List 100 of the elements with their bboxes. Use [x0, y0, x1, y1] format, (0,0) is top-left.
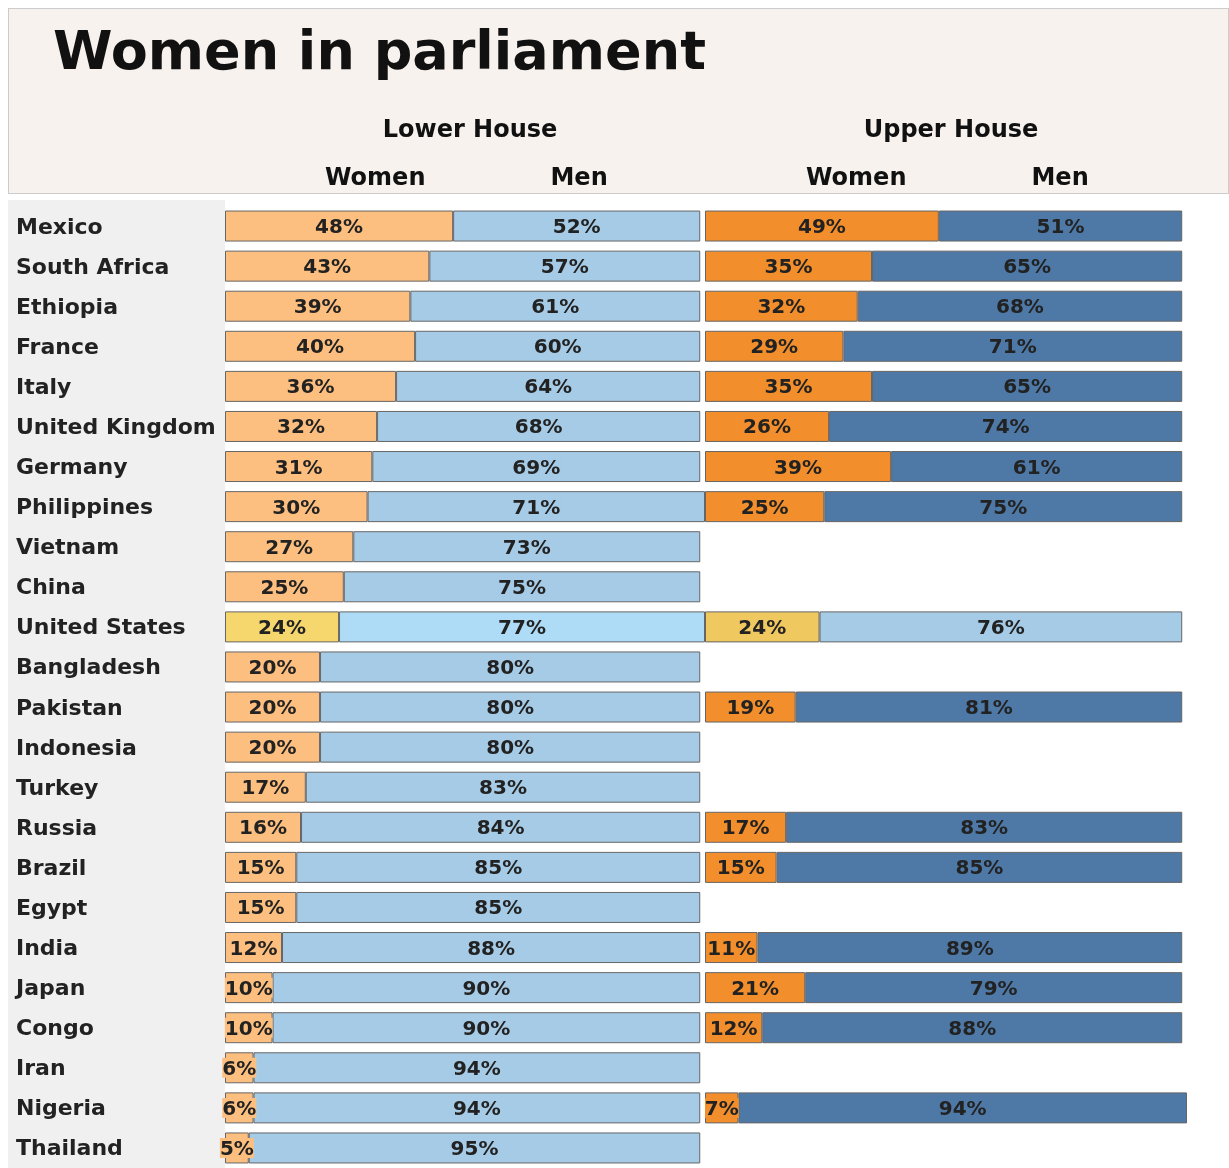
data-label: 73% — [502, 534, 551, 559]
y-tick-label: Russia — [16, 814, 98, 840]
chart-title: Women in parliament — [53, 18, 706, 82]
y-tick-label: Indonesia — [16, 734, 137, 760]
y-tick-label: Iran — [16, 1055, 66, 1081]
data-label: 16% — [239, 815, 287, 840]
data-label: 80% — [486, 654, 535, 679]
y-tick-label: South Africa — [16, 253, 170, 279]
data-label: 15% — [236, 855, 285, 880]
series-label: Men — [550, 163, 608, 191]
data-label: 52% — [552, 214, 601, 239]
data-label: 83% — [960, 815, 1009, 840]
data-label: 74% — [981, 414, 1030, 439]
data-label: 11% — [707, 935, 756, 960]
data-label: 20% — [248, 735, 297, 760]
data-label: 20% — [248, 654, 297, 679]
data-label: 94% — [938, 1095, 987, 1120]
y-tick-label: China — [16, 574, 86, 600]
y-tick-label: Congo — [16, 1015, 94, 1041]
data-label: 71% — [988, 334, 1037, 359]
data-label: 24% — [258, 614, 306, 639]
data-label: 40% — [296, 334, 344, 359]
data-label: 20% — [248, 695, 297, 720]
data-label: 30% — [272, 494, 321, 519]
data-label: 21% — [731, 975, 780, 1000]
chart-subtitle: Lower House — [382, 115, 558, 143]
data-label: 64% — [524, 374, 573, 399]
data-label: 32% — [757, 294, 806, 319]
data-label: 26% — [743, 414, 791, 439]
y-tick-label: Vietnam — [16, 534, 120, 560]
data-label: 24% — [738, 614, 787, 639]
data-label: 48% — [315, 214, 363, 239]
data-label: 35% — [764, 374, 813, 399]
data-label: 85% — [955, 855, 1004, 880]
data-label: 68% — [514, 414, 563, 439]
y-tick-label: Egypt — [16, 894, 88, 920]
data-label: 19% — [726, 695, 775, 720]
data-label: 94% — [452, 1055, 501, 1080]
data-label: 15% — [236, 895, 285, 920]
data-label: 95% — [450, 1135, 499, 1160]
data-label: 35% — [764, 254, 813, 279]
data-label: 80% — [486, 695, 535, 720]
data-label: 15% — [716, 855, 765, 880]
data-label: 60% — [533, 334, 582, 359]
y-tick-label: India — [16, 935, 78, 961]
y-tick-label: Pakistan — [16, 694, 123, 720]
data-label: 65% — [1003, 374, 1052, 399]
y-tick-label: Italy — [16, 373, 72, 399]
data-label: 39% — [774, 454, 822, 479]
data-label: 27% — [265, 534, 314, 559]
data-label: 94% — [452, 1095, 501, 1120]
data-label: 88% — [948, 1015, 997, 1040]
data-label: 17% — [241, 775, 290, 800]
y-tick-label: Bangladesh — [16, 654, 161, 680]
y-tick-label: Thailand — [16, 1135, 123, 1161]
y-tick-label: Mexico — [16, 213, 103, 239]
data-label: 65% — [1003, 254, 1052, 279]
series-label: Women — [806, 163, 907, 191]
data-label: 76% — [976, 614, 1025, 639]
y-tick-label: Germany — [16, 454, 128, 480]
y-tick-label: United Kingdom — [16, 413, 216, 439]
data-label: 32% — [277, 414, 325, 439]
data-label: 57% — [540, 254, 589, 279]
data-label: 83% — [479, 775, 527, 800]
y-tick-label: Philippines — [16, 494, 154, 520]
y-tick-label: France — [16, 333, 99, 359]
data-label: 61% — [531, 294, 580, 319]
data-label: 25% — [260, 574, 309, 599]
data-label: 71% — [512, 494, 561, 519]
series-label: Men — [1031, 163, 1089, 191]
y-tick-label: Turkey — [16, 774, 99, 800]
data-label: 90% — [462, 975, 511, 1000]
data-label: 39% — [293, 294, 342, 319]
data-label: 80% — [486, 735, 535, 760]
chart-subtitle: Upper House — [863, 115, 1039, 143]
data-label: 75% — [498, 574, 546, 599]
data-label: 61% — [1012, 454, 1061, 479]
y-tick-label: Nigeria — [16, 1095, 106, 1121]
data-label: 69% — [512, 454, 561, 479]
data-label: 84% — [476, 815, 525, 840]
data-label: 12% — [229, 935, 278, 960]
data-label: 49% — [797, 214, 846, 239]
data-label: 36% — [286, 374, 335, 399]
data-label: 12% — [709, 1015, 758, 1040]
data-label: 81% — [965, 695, 1013, 720]
data-label: 90% — [462, 1015, 511, 1040]
data-label: 29% — [750, 334, 799, 359]
data-label: 85% — [474, 855, 523, 880]
data-label: 25% — [740, 494, 789, 519]
data-label: 7% — [704, 1095, 739, 1120]
data-label: 79% — [969, 975, 1018, 1000]
data-label: 85% — [474, 895, 523, 920]
y-tick-label: United States — [16, 614, 186, 640]
data-label: 51% — [1036, 214, 1085, 239]
y-tick-label: Brazil — [16, 854, 87, 880]
data-label: 68% — [996, 294, 1044, 319]
data-label: 43% — [303, 254, 352, 279]
data-label: 10% — [224, 975, 273, 1000]
y-tick-label: Ethiopia — [16, 293, 118, 319]
data-label: 88% — [467, 935, 516, 960]
